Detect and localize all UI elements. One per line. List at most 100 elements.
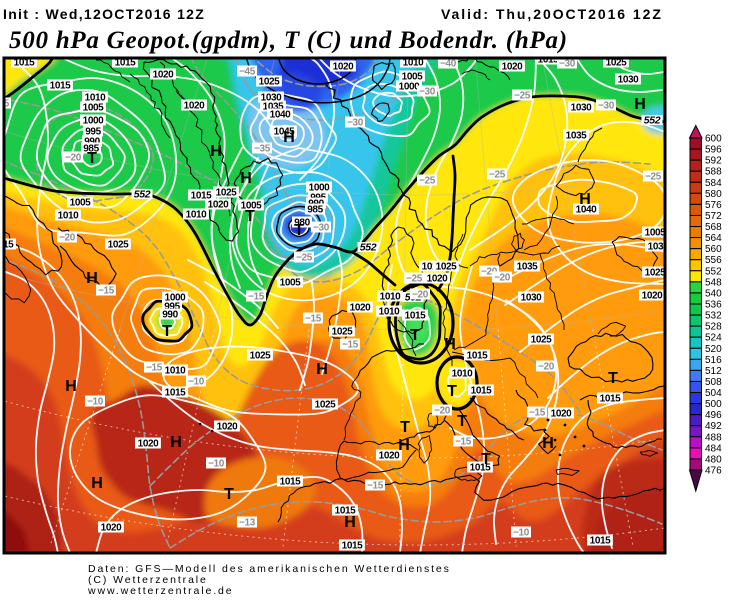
svg-text:−40: −40 (440, 59, 457, 70)
svg-text:H: H (283, 129, 295, 146)
svg-text:980: 980 (294, 218, 310, 229)
svg-text:H: H (542, 435, 554, 452)
svg-text:1015: 1015 (600, 394, 621, 405)
svg-text:−25: −25 (489, 170, 506, 181)
svg-text:1015: 1015 (335, 506, 356, 517)
svg-text:T: T (608, 370, 618, 387)
svg-text:−25: −25 (0, 99, 10, 110)
svg-text:T: T (245, 208, 255, 225)
svg-text:H: H (634, 96, 646, 113)
svg-text:504: 504 (705, 388, 722, 399)
svg-text:−25: −25 (419, 176, 436, 187)
svg-text:1010: 1010 (452, 369, 473, 380)
svg-text:1005: 1005 (280, 278, 301, 289)
svg-text:592: 592 (705, 156, 722, 167)
svg-text:492: 492 (705, 421, 722, 432)
svg-text:−25: −25 (296, 253, 313, 264)
svg-text:1025: 1025 (531, 335, 552, 346)
svg-text:H: H (316, 361, 328, 378)
svg-text:−30: −30 (313, 223, 330, 234)
svg-text:−15: −15 (455, 437, 472, 448)
svg-text:−15: −15 (248, 292, 265, 303)
svg-text:1015: 1015 (342, 541, 363, 552)
svg-text:−20: −20 (538, 362, 555, 373)
svg-text:−10: −10 (188, 377, 205, 388)
svg-text:H: H (210, 143, 222, 160)
svg-text:Valid: Thu,20OCT2016 12Z: Valid: Thu,20OCT2016 12Z (441, 6, 663, 22)
svg-text:1025: 1025 (436, 262, 457, 273)
svg-text:−20: −20 (65, 153, 82, 164)
svg-text:1005: 1005 (402, 72, 423, 83)
svg-text:Init : Wed,12OCT2016 12Z: Init : Wed,12OCT2016 12Z (3, 6, 205, 22)
svg-text:T: T (410, 327, 420, 344)
svg-text:1020: 1020 (101, 523, 122, 534)
svg-text:1015: 1015 (471, 386, 492, 397)
svg-text:H: H (398, 437, 410, 454)
svg-text:1030: 1030 (261, 93, 282, 104)
svg-text:1000: 1000 (83, 116, 104, 127)
svg-text:985: 985 (307, 205, 323, 216)
svg-text:1030: 1030 (521, 293, 542, 304)
svg-text:−15: −15 (342, 340, 359, 351)
svg-text:476: 476 (705, 466, 722, 477)
svg-text:1015: 1015 (14, 58, 35, 69)
svg-text:−20: −20 (434, 406, 451, 417)
svg-text:−15: −15 (305, 314, 322, 325)
svg-text:−20: −20 (59, 233, 76, 244)
svg-text:1020: 1020 (153, 70, 174, 81)
svg-text:552: 552 (360, 242, 377, 254)
svg-text:1020: 1020 (350, 303, 371, 314)
svg-text:1010: 1010 (379, 307, 400, 318)
svg-text:1000: 1000 (309, 183, 330, 194)
svg-text:−30: −30 (598, 101, 615, 112)
svg-text:−15: −15 (146, 363, 163, 374)
svg-text:1015: 1015 (165, 388, 186, 399)
svg-text:T: T (400, 419, 410, 436)
svg-text:488: 488 (705, 432, 722, 443)
svg-text:500: 500 (705, 399, 722, 410)
svg-text:−10: −10 (208, 459, 225, 470)
svg-text:1015: 1015 (590, 536, 611, 547)
svg-text:552: 552 (644, 115, 661, 127)
svg-text:552: 552 (134, 189, 151, 201)
svg-text:1020: 1020 (427, 274, 448, 285)
svg-text:548: 548 (705, 277, 722, 288)
svg-text:552: 552 (705, 266, 722, 277)
svg-text:1020: 1020 (379, 451, 400, 462)
svg-text:−20: −20 (494, 273, 511, 284)
svg-text:1015: 1015 (538, 55, 559, 66)
svg-text:1020: 1020 (642, 291, 663, 302)
svg-text:1025: 1025 (606, 58, 627, 69)
svg-text:1025: 1025 (250, 351, 271, 362)
svg-text:H: H (344, 514, 356, 531)
svg-text:(C) Wetterzentrale: (C) Wetterzentrale (88, 574, 208, 586)
svg-text:−15: −15 (367, 481, 384, 492)
svg-text:1020: 1020 (217, 422, 238, 433)
svg-text:T: T (481, 451, 491, 468)
svg-text:1020: 1020 (502, 62, 523, 73)
svg-text:−35: −35 (254, 144, 271, 155)
svg-text:−13: −13 (239, 518, 256, 529)
svg-text:−15: −15 (98, 286, 115, 297)
svg-text:H: H (444, 336, 456, 353)
svg-text:990: 990 (162, 310, 178, 321)
svg-text:H: H (91, 475, 103, 492)
svg-text:−30: −30 (559, 59, 576, 70)
svg-text:540: 540 (705, 288, 722, 299)
svg-text:596: 596 (705, 145, 722, 156)
svg-text:T: T (294, 222, 304, 239)
svg-text:568: 568 (705, 222, 722, 233)
svg-text:1025: 1025 (315, 400, 336, 411)
svg-text:1005: 1005 (645, 228, 666, 239)
svg-text:−25: −25 (406, 274, 423, 285)
svg-text:−20: −20 (412, 290, 429, 301)
svg-text:524: 524 (705, 333, 722, 344)
svg-text:1030: 1030 (618, 75, 639, 86)
svg-text:T: T (162, 323, 172, 340)
svg-text:1045: 1045 (274, 127, 295, 138)
svg-text:572: 572 (705, 211, 722, 222)
svg-text:1010: 1010 (186, 210, 207, 221)
svg-text:1015: 1015 (422, 262, 443, 273)
svg-text:576: 576 (705, 200, 722, 211)
svg-text:1005: 1005 (83, 103, 104, 114)
